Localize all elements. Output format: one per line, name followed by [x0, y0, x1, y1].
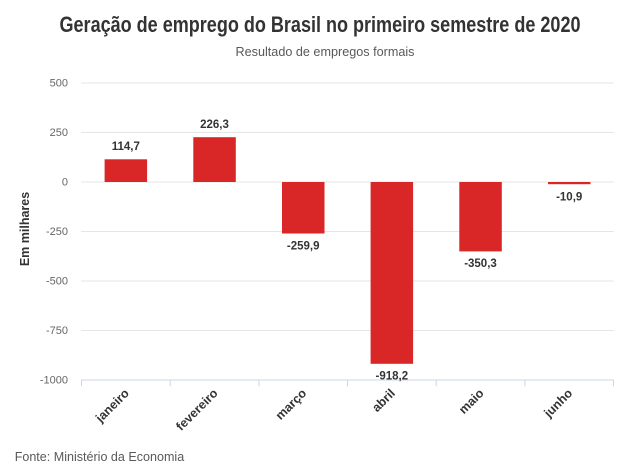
svg-text:-918,2: -918,2 [375, 371, 408, 383]
svg-text:-500: -500 [46, 275, 68, 287]
svg-text:Fonte: Ministério da Economia: Fonte: Ministério da Economia [15, 449, 185, 464]
svg-text:-10,9: -10,9 [556, 191, 582, 203]
svg-text:Geração de emprego do Brasil n: Geração de emprego do Brasil no primeiro… [60, 12, 581, 37]
svg-text:-350,3: -350,3 [464, 258, 497, 270]
svg-text:fevereiro: fevereiro [173, 386, 220, 433]
svg-text:junho: junho [541, 386, 576, 421]
svg-text:250: 250 [50, 127, 68, 139]
svg-text:226,3: 226,3 [200, 119, 229, 131]
svg-text:-250: -250 [46, 226, 68, 238]
svg-text:-750: -750 [46, 325, 68, 337]
svg-text:500: 500 [50, 77, 68, 89]
svg-text:maio: maio [456, 386, 487, 417]
svg-text:janeiro: janeiro [92, 386, 132, 426]
svg-text:março: março [273, 386, 310, 423]
svg-text:114,7: 114,7 [112, 141, 140, 153]
svg-text:Resultado de empregos formais: Resultado de empregos formais [236, 44, 415, 59]
svg-text:abril: abril [369, 386, 398, 415]
svg-text:-259,9: -259,9 [287, 240, 320, 252]
svg-text:Em milhares: Em milhares [18, 192, 32, 266]
svg-text:-1000: -1000 [40, 374, 68, 386]
svg-text:0: 0 [62, 176, 68, 188]
